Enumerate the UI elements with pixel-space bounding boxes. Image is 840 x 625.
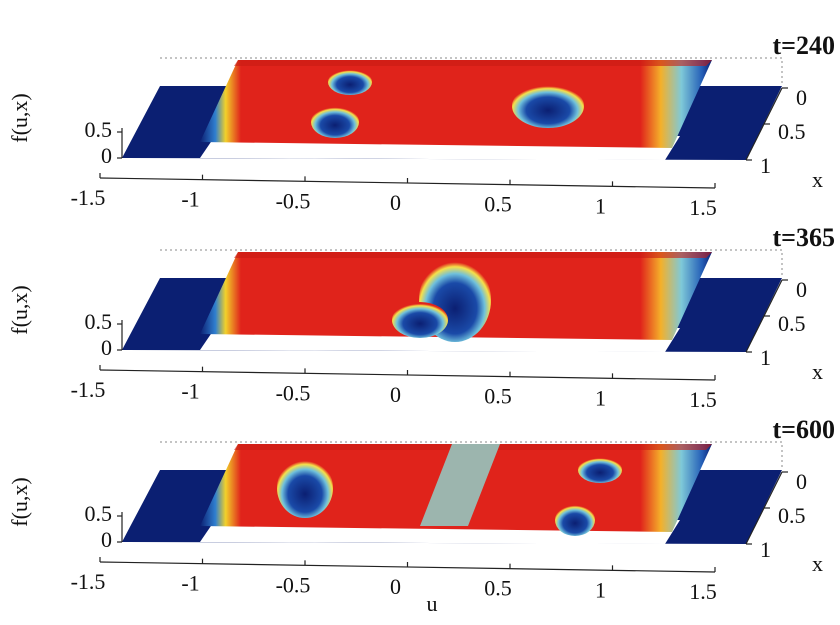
x-tick-label: 0.5	[778, 119, 806, 144]
x-tick-label: 0	[796, 469, 807, 494]
u-tick-label: -1	[181, 187, 199, 212]
u-tick-label: 0.5	[484, 384, 512, 409]
blob	[277, 458, 333, 518]
x-tick-label: 1	[760, 153, 771, 178]
blob	[555, 504, 595, 536]
x-tick-label: 0	[796, 277, 807, 302]
x-tick-label: 0	[796, 85, 807, 110]
blob	[311, 106, 359, 138]
f-axis-label: f(u,x)	[7, 285, 32, 334]
f-tick-label: 0.5	[85, 309, 113, 334]
u-tick-label: -0.5	[276, 380, 311, 405]
blob	[328, 69, 372, 95]
x-axis-label: x	[812, 167, 823, 192]
panel-title: t=600	[773, 415, 835, 444]
plateau	[200, 60, 712, 148]
u-tick-label: 1	[595, 385, 606, 410]
f-tick-label: 0	[101, 527, 112, 552]
box-edge	[160, 249, 783, 278]
u-tick-label: 1.5	[689, 195, 717, 220]
blob	[578, 457, 622, 483]
f-tick-label: 0.5	[85, 117, 113, 142]
panel-title: t=365	[773, 223, 835, 252]
back-edge	[234, 252, 712, 258]
f-tick-label: 0.5	[85, 501, 113, 526]
u-tick-label: -0.5	[276, 572, 311, 597]
box-edge	[160, 441, 783, 470]
x-tick-label: 0.5	[778, 311, 806, 336]
u-tick-label: 0.5	[484, 576, 512, 601]
u-tick-label: 1.5	[689, 387, 717, 412]
u-tick-label: 0	[390, 190, 401, 215]
panel-title: t=240	[773, 31, 835, 60]
stripe	[420, 444, 500, 526]
x-tick-label: 1	[760, 345, 771, 370]
blob	[392, 302, 448, 338]
u-tick-label: -1.5	[71, 185, 106, 210]
u-tick-label: -1.5	[71, 377, 106, 402]
u-tick-label: 1.5	[689, 579, 717, 604]
u-tick-label: 1	[595, 577, 606, 602]
x-tick-label: 1	[760, 537, 771, 562]
blob	[512, 84, 584, 128]
u-tick-label: 0	[390, 574, 401, 599]
f-axis-label: f(u,x)	[7, 93, 32, 142]
u-tick-label: 1	[595, 193, 606, 218]
f-tick-label: 0	[101, 335, 112, 360]
f-tick-label: 0	[101, 143, 112, 168]
f-axis-label: f(u,x)	[7, 477, 32, 526]
u-tick-label: -1	[181, 379, 199, 404]
x-axis-label: x	[812, 359, 823, 384]
u-tick-label: -0.5	[276, 188, 311, 213]
u-axis-label: u	[427, 591, 438, 616]
box-edge	[160, 57, 783, 86]
u-tick-label: 0.5	[484, 192, 512, 217]
back-edge	[234, 60, 712, 66]
u-tick-label: 0	[390, 382, 401, 407]
x-axis-label: x	[812, 551, 823, 576]
x-tick-label: 0.5	[778, 503, 806, 528]
u-tick-label: -1.5	[71, 569, 106, 594]
u-tick-label: -1	[181, 571, 199, 596]
